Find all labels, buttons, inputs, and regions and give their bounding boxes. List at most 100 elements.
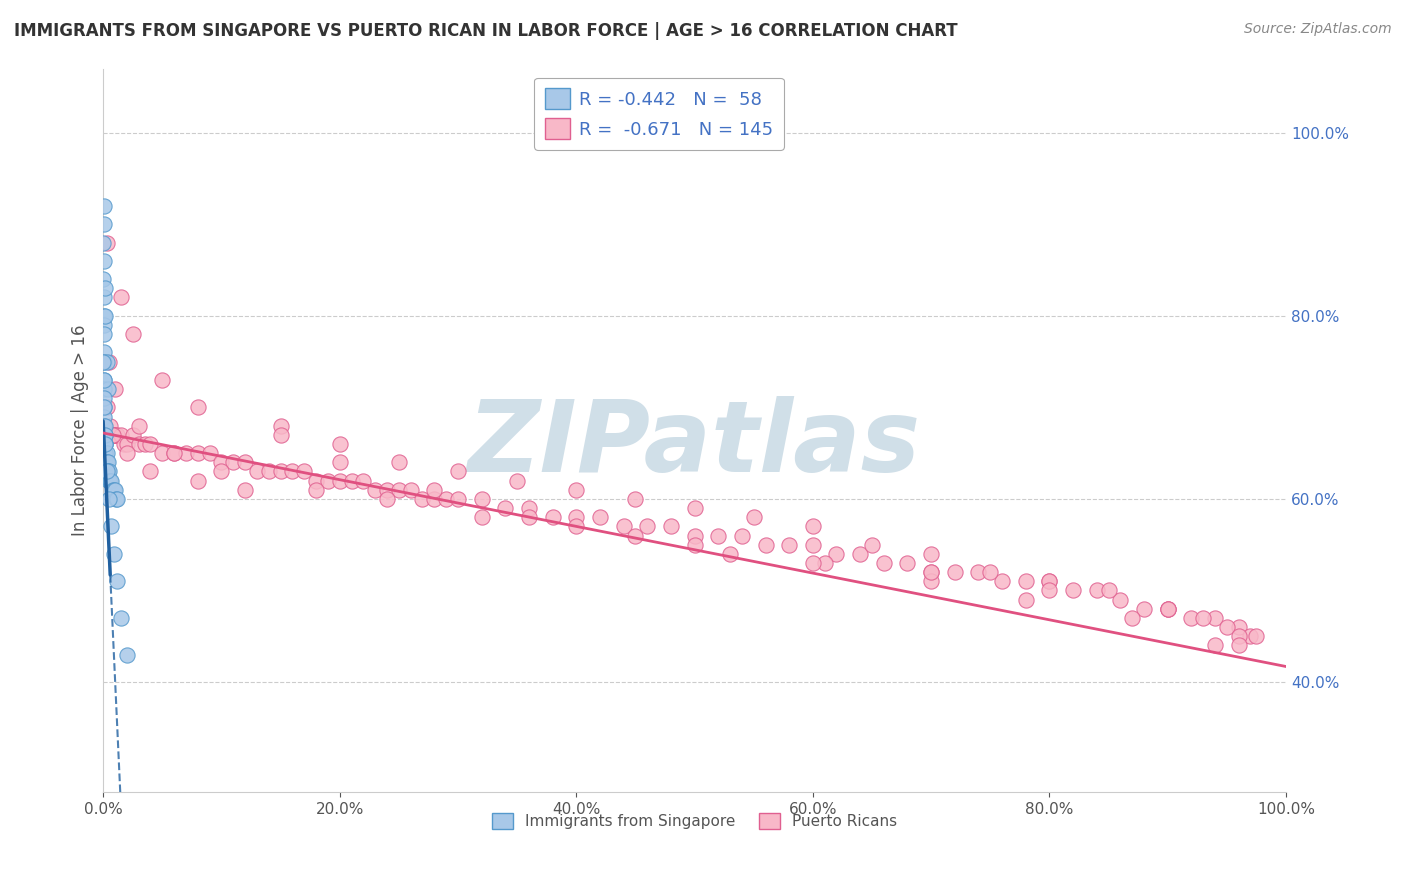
Point <box>1062 583 1084 598</box>
Point <box>423 483 446 497</box>
Point <box>270 427 292 442</box>
Point <box>423 491 446 506</box>
Point <box>1156 602 1178 616</box>
Point <box>246 465 269 479</box>
Point <box>100 519 122 533</box>
Point <box>98 418 121 433</box>
Point <box>305 474 328 488</box>
Point <box>447 465 470 479</box>
Point <box>281 465 304 479</box>
Point <box>93 199 115 213</box>
Point <box>329 437 352 451</box>
Point <box>187 446 209 460</box>
Point <box>1216 620 1239 634</box>
Point <box>93 446 115 460</box>
Point <box>329 455 352 469</box>
Point <box>105 491 128 506</box>
Point <box>103 547 125 561</box>
Point <box>707 528 730 542</box>
Point <box>1156 602 1178 616</box>
Point <box>920 565 942 579</box>
Point <box>96 427 118 442</box>
Point <box>101 427 124 442</box>
Point <box>388 455 411 469</box>
Point <box>104 427 127 442</box>
Point <box>1246 629 1268 643</box>
Point <box>93 427 115 442</box>
Point <box>121 327 143 342</box>
Point <box>94 427 117 442</box>
Point <box>98 474 121 488</box>
Point <box>814 556 837 570</box>
Point <box>873 556 896 570</box>
Point <box>94 437 117 451</box>
Point <box>233 483 256 497</box>
Point <box>101 427 124 442</box>
Point <box>565 483 588 497</box>
Point <box>1192 611 1215 625</box>
Point <box>1156 602 1178 616</box>
Point <box>920 547 942 561</box>
Point <box>115 648 138 662</box>
Point <box>105 427 128 442</box>
Point <box>98 427 121 442</box>
Point <box>128 418 150 433</box>
Point <box>517 510 540 524</box>
Point <box>103 483 125 497</box>
Point <box>139 437 162 451</box>
Point <box>920 574 942 589</box>
Point <box>94 437 117 451</box>
Text: IMMIGRANTS FROM SINGAPORE VS PUERTO RICAN IN LABOR FORCE | AGE > 16 CORRELATION : IMMIGRANTS FROM SINGAPORE VS PUERTO RICA… <box>14 22 957 40</box>
Point <box>163 446 186 460</box>
Point <box>96 446 118 460</box>
Point <box>1015 592 1038 607</box>
Point <box>801 519 824 533</box>
Point <box>187 401 209 415</box>
Point <box>105 491 128 506</box>
Point <box>801 538 824 552</box>
Point <box>93 373 115 387</box>
Point <box>967 565 990 579</box>
Point <box>1085 583 1108 598</box>
Point <box>613 519 636 533</box>
Point <box>104 382 127 396</box>
Point <box>100 474 122 488</box>
Point <box>110 427 132 442</box>
Point <box>1227 629 1250 643</box>
Point <box>659 519 682 533</box>
Point <box>388 483 411 497</box>
Point <box>94 427 117 442</box>
Point <box>1038 574 1060 589</box>
Point <box>801 556 824 570</box>
Point <box>93 401 115 415</box>
Point <box>93 418 115 433</box>
Point <box>718 547 741 561</box>
Point <box>94 446 117 460</box>
Point <box>94 465 117 479</box>
Point <box>209 465 232 479</box>
Point <box>589 510 612 524</box>
Point <box>742 510 765 524</box>
Point <box>115 437 138 451</box>
Point <box>222 455 245 469</box>
Point <box>94 281 117 295</box>
Point <box>150 446 173 460</box>
Point <box>93 318 115 332</box>
Legend: Immigrants from Singapore, Puerto Ricans: Immigrants from Singapore, Puerto Ricans <box>485 806 904 835</box>
Text: ZIPatlas: ZIPatlas <box>468 396 921 493</box>
Point <box>991 574 1014 589</box>
Point <box>98 491 121 506</box>
Point <box>187 474 209 488</box>
Point <box>98 354 121 368</box>
Point <box>636 519 658 533</box>
Point <box>1121 611 1143 625</box>
Point <box>97 427 120 442</box>
Point <box>920 565 942 579</box>
Point <box>683 528 706 542</box>
Point <box>98 474 121 488</box>
Point <box>174 446 197 460</box>
Point <box>352 474 374 488</box>
Point <box>447 491 470 506</box>
Point <box>778 538 800 552</box>
Point <box>316 474 339 488</box>
